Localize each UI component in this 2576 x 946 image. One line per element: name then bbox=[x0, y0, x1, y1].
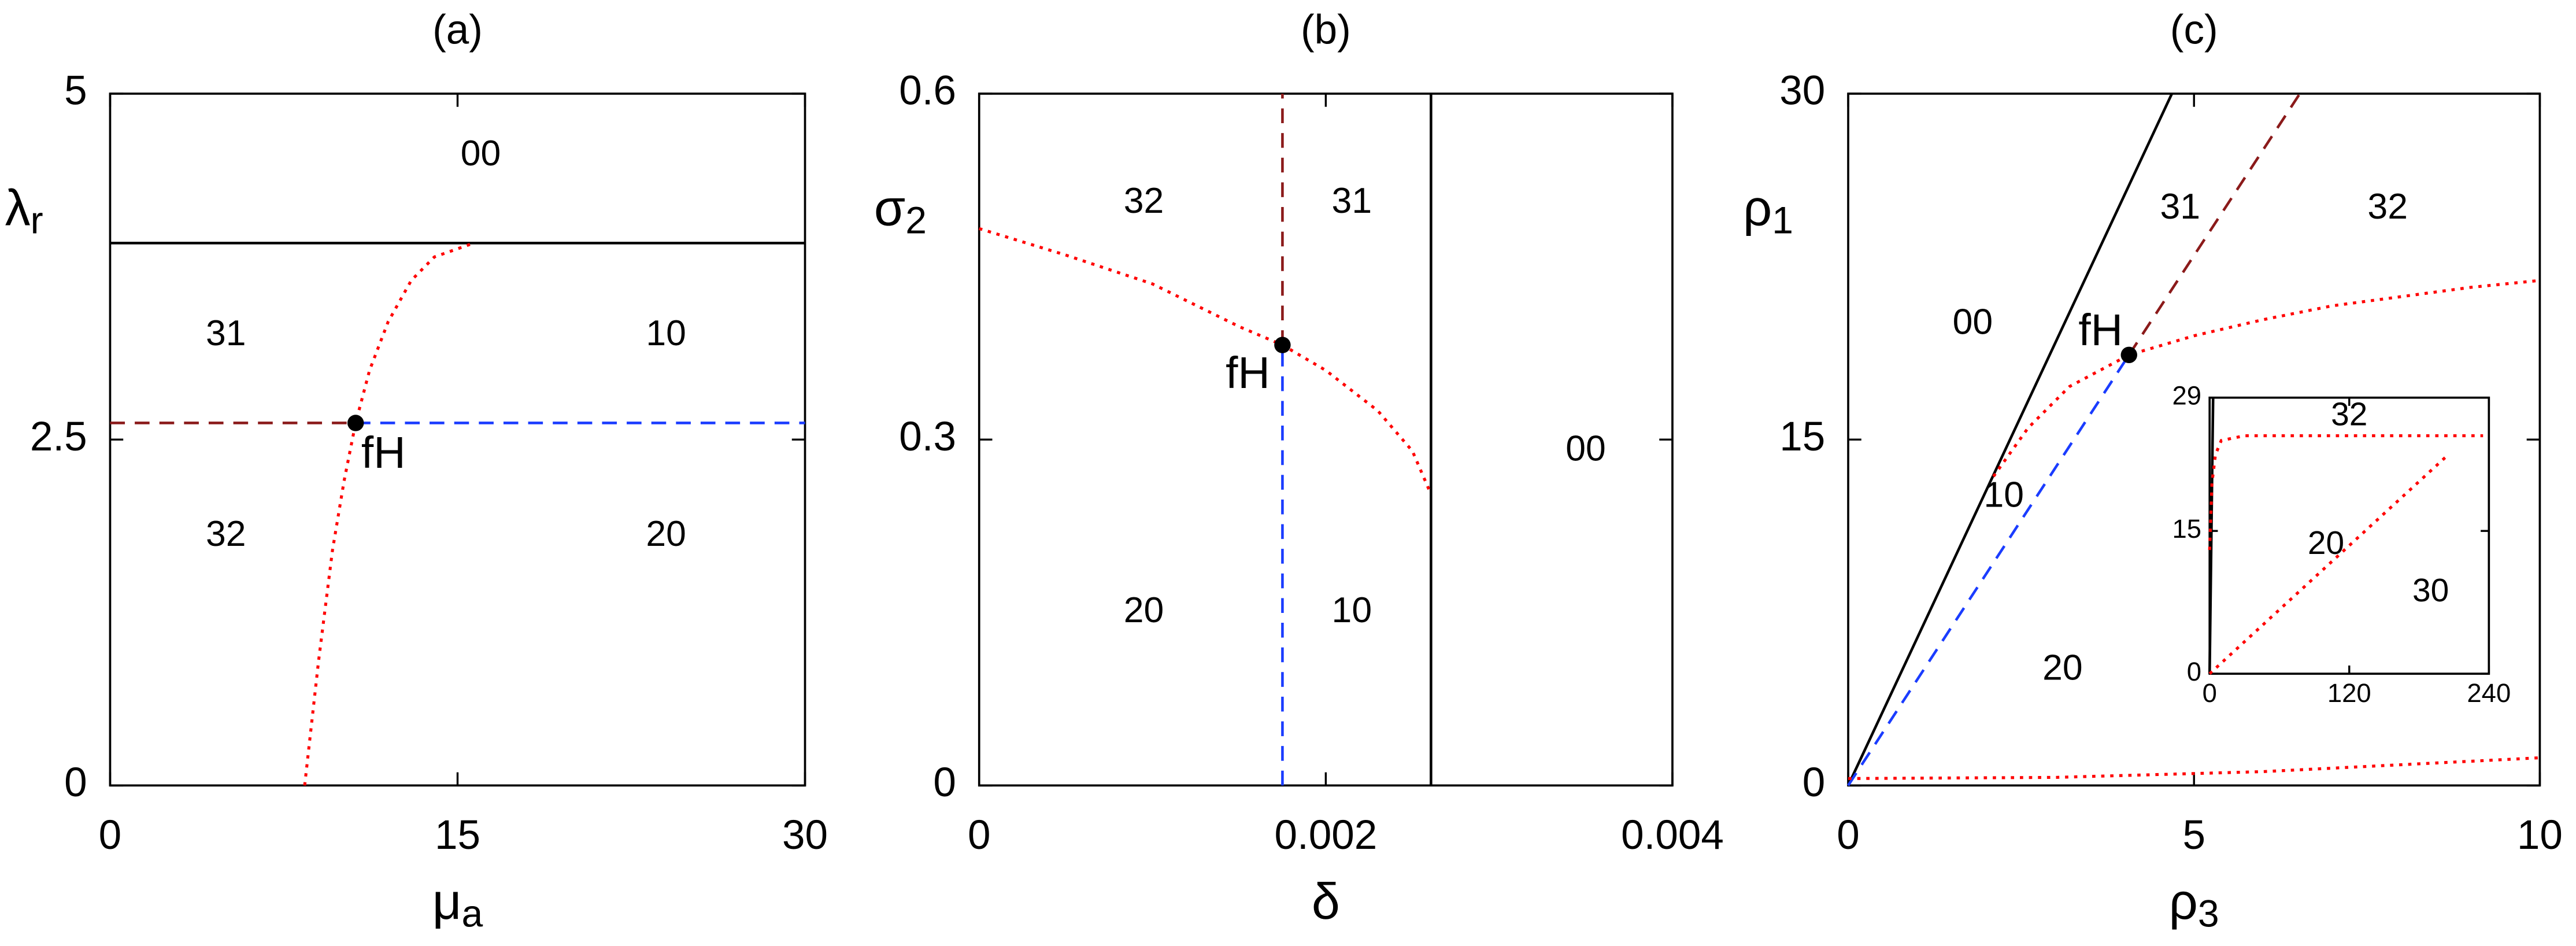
axis-label-subscript: r bbox=[31, 199, 43, 242]
curve bbox=[2127, 93, 2301, 356]
y-tick-label: 0 bbox=[64, 760, 87, 805]
x-axis-label: δ bbox=[1312, 873, 1340, 930]
x-tick-label: 0 bbox=[99, 812, 122, 858]
bifurcation-point bbox=[347, 415, 364, 431]
axis-label-subscript: a bbox=[461, 893, 483, 936]
curve bbox=[2208, 434, 2484, 550]
chart-title: (b) bbox=[1301, 8, 1351, 53]
region-label: 30 bbox=[2412, 572, 2449, 609]
y-tick-label: 15 bbox=[1779, 414, 1825, 460]
axis-label-text: λ bbox=[5, 179, 31, 236]
inset-frame bbox=[2208, 396, 2490, 675]
region-label: fH bbox=[2078, 306, 2123, 355]
curve bbox=[2208, 397, 2215, 674]
curve bbox=[979, 227, 1431, 492]
y-axis-label: ρ1 bbox=[1743, 179, 1793, 242]
region-label: 00 bbox=[1565, 428, 1606, 469]
region-label: 20 bbox=[2308, 525, 2344, 561]
y-tick-label: 29 bbox=[2172, 381, 2201, 411]
bifurcation-point bbox=[2120, 346, 2137, 364]
chart-title: (c) bbox=[2170, 8, 2218, 53]
region-label: 32 bbox=[1124, 180, 1164, 221]
y-tick-label: 0.3 bbox=[899, 414, 956, 460]
axis-label-text: σ bbox=[874, 179, 905, 236]
y-axis-label: σ2 bbox=[874, 179, 927, 242]
region-label: 32 bbox=[206, 513, 246, 554]
axis-label-subscript: 3 bbox=[2198, 893, 2219, 936]
curve bbox=[1846, 93, 2174, 786]
x-tick-label: 240 bbox=[2467, 678, 2511, 708]
axis-label-text: μ bbox=[432, 873, 462, 930]
region-label: fH bbox=[361, 428, 406, 478]
chart-title: (a) bbox=[432, 8, 483, 53]
axis-label-text: δ bbox=[1312, 873, 1340, 930]
x-tick-label: 0 bbox=[968, 812, 991, 858]
y-tick-label: 30 bbox=[1779, 68, 1825, 114]
curve bbox=[1848, 756, 2540, 780]
x-tick-label: 5 bbox=[2182, 812, 2205, 858]
plot-frame bbox=[109, 93, 806, 787]
region-label: 10 bbox=[1332, 590, 1372, 630]
region-label: 00 bbox=[1953, 301, 1993, 342]
y-tick-label: 5 bbox=[64, 68, 87, 114]
y-tick-label: 15 bbox=[2172, 514, 2201, 544]
region-label: 31 bbox=[1332, 180, 1372, 221]
x-axis-label: ρ3 bbox=[2169, 873, 2219, 936]
region-label: 31 bbox=[206, 313, 246, 353]
y-tick-label: 0 bbox=[933, 760, 956, 805]
region-label: fH bbox=[1226, 349, 1270, 398]
curve bbox=[2208, 453, 2449, 675]
curve bbox=[1847, 354, 2130, 786]
x-tick-label: 0.004 bbox=[1621, 812, 1724, 858]
axis-label-subscript: 1 bbox=[1772, 199, 1793, 242]
axis-label-subscript: 2 bbox=[905, 199, 927, 242]
x-tick-label: 30 bbox=[782, 812, 828, 858]
y-tick-label: 2.5 bbox=[30, 414, 87, 460]
x-tick-label: 10 bbox=[2517, 812, 2563, 858]
curve bbox=[1992, 279, 2540, 478]
region-label: 31 bbox=[2160, 186, 2201, 227]
axis-label-text: ρ bbox=[2169, 873, 2198, 930]
x-tick-label: 120 bbox=[2327, 678, 2371, 708]
y-axis-label: λr bbox=[5, 179, 43, 242]
axis-label-text: ρ bbox=[1743, 179, 1772, 236]
region-label: 10 bbox=[1983, 474, 2024, 515]
region-label: 32 bbox=[2331, 397, 2367, 433]
region-label: 10 bbox=[646, 313, 686, 353]
y-tick-label: 0 bbox=[1803, 760, 1826, 805]
x-tick-label: 0 bbox=[2203, 678, 2217, 708]
x-tick-label: 0 bbox=[1837, 812, 1860, 858]
x-tick-label: 0.002 bbox=[1274, 812, 1377, 858]
x-axis-label: μa bbox=[432, 873, 483, 936]
bifurcation-point bbox=[1274, 337, 1291, 353]
region-label: 20 bbox=[1124, 590, 1164, 630]
region-label: 20 bbox=[2042, 647, 2083, 688]
region-label: 20 bbox=[646, 513, 686, 554]
x-tick-label: 15 bbox=[435, 812, 480, 858]
y-tick-label: 0 bbox=[2187, 657, 2201, 686]
region-label: 32 bbox=[2367, 186, 2408, 227]
y-tick-label: 0.6 bbox=[899, 68, 956, 114]
curve bbox=[303, 241, 475, 786]
region-label: 00 bbox=[461, 133, 501, 173]
